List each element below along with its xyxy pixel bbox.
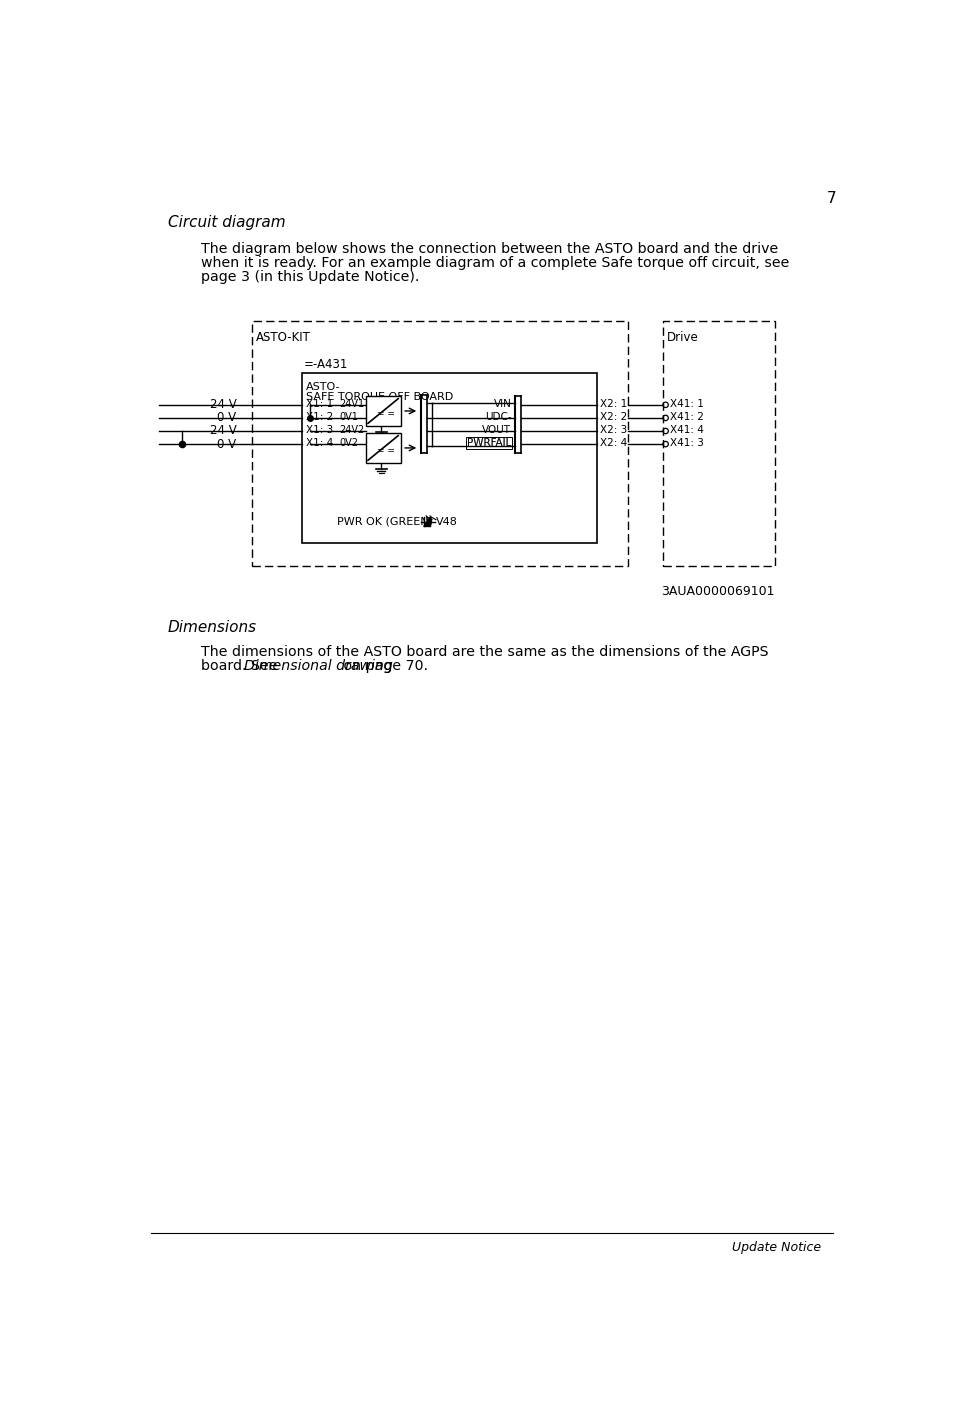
- Bar: [302, 374, 596, 543]
- Text: when it is ready. For an example diagram of a complete Safe torque off circuit, : when it is ready. For an example diagram…: [202, 257, 790, 271]
- Text: X2: 4: X2: 4: [601, 439, 628, 448]
- Text: = =: = =: [377, 409, 395, 417]
- Text: on page 70.: on page 70.: [339, 658, 427, 673]
- Text: 24 V: 24 V: [209, 424, 236, 437]
- Text: X1: 4: X1: 4: [306, 439, 333, 448]
- Text: ASTO-: ASTO-: [306, 382, 341, 392]
- Polygon shape: [423, 517, 430, 526]
- Text: SAFE TORQUE OFF BOARD: SAFE TORQUE OFF BOARD: [306, 392, 453, 402]
- Text: X1: 2: X1: 2: [306, 412, 333, 422]
- Text: Update Notice: Update Notice: [732, 1241, 822, 1253]
- Text: PWR OK (GREEN): PWR OK (GREEN): [337, 517, 433, 527]
- Text: = =: = =: [377, 446, 395, 455]
- Text: Drive: Drive: [666, 331, 698, 344]
- Text: X1: 1: X1: 1: [306, 399, 333, 409]
- Text: 0 V: 0 V: [217, 437, 236, 451]
- Text: X41: 4: X41: 4: [670, 426, 704, 436]
- Text: VIN: VIN: [493, 399, 512, 409]
- Text: The dimensions of the ASTO board are the same as the dimensions of the AGPS: The dimensions of the ASTO board are the…: [202, 644, 769, 658]
- Text: 0V2: 0V2: [339, 439, 358, 448]
- Text: 24V1: 24V1: [339, 399, 365, 409]
- Text: PWRFAIL: PWRFAIL: [467, 439, 512, 448]
- Text: PWRFAIL: PWRFAIL: [467, 439, 512, 448]
- Text: 7: 7: [828, 190, 837, 206]
- Text: Dimensions: Dimensions: [168, 619, 257, 634]
- Text: The diagram below shows the connection between the ASTO board and the drive: The diagram below shows the connection b…: [202, 243, 779, 257]
- Text: =-A431: =-A431: [303, 358, 348, 371]
- Bar: [366, 396, 400, 426]
- Bar: [366, 433, 400, 462]
- Text: ASTO-KIT: ASTO-KIT: [255, 331, 310, 344]
- Text: 0V1: 0V1: [339, 412, 358, 422]
- Text: X41: 3: X41: 3: [670, 439, 704, 448]
- Text: board. See: board. See: [202, 658, 282, 673]
- Text: VOUT: VOUT: [482, 426, 512, 436]
- Text: UDC-: UDC-: [485, 412, 512, 422]
- Text: Dimensional drawing: Dimensional drawing: [244, 658, 393, 673]
- Text: X41: 2: X41: 2: [670, 412, 704, 422]
- Bar: [662, 321, 775, 565]
- Text: 0 V: 0 V: [217, 412, 236, 424]
- Text: page 3 (in this Update Notice).: page 3 (in this Update Notice).: [202, 271, 420, 283]
- Text: Circuit diagram: Circuit diagram: [168, 216, 286, 230]
- Text: 3AUA0000069101: 3AUA0000069101: [661, 585, 775, 598]
- Bar: [252, 321, 628, 565]
- Text: PWRFAIL: PWRFAIL: [467, 439, 512, 448]
- Text: 24V2: 24V2: [339, 426, 365, 436]
- Text: X41: 1: X41: 1: [670, 399, 704, 409]
- Text: X2: 3: X2: 3: [601, 426, 628, 436]
- Text: X2: 2: X2: 2: [601, 412, 628, 422]
- Text: X2: 1: X2: 1: [601, 399, 628, 409]
- Text: X1: 3: X1: 3: [306, 426, 333, 436]
- Text: V48: V48: [436, 517, 458, 527]
- Text: 24 V: 24 V: [209, 398, 236, 412]
